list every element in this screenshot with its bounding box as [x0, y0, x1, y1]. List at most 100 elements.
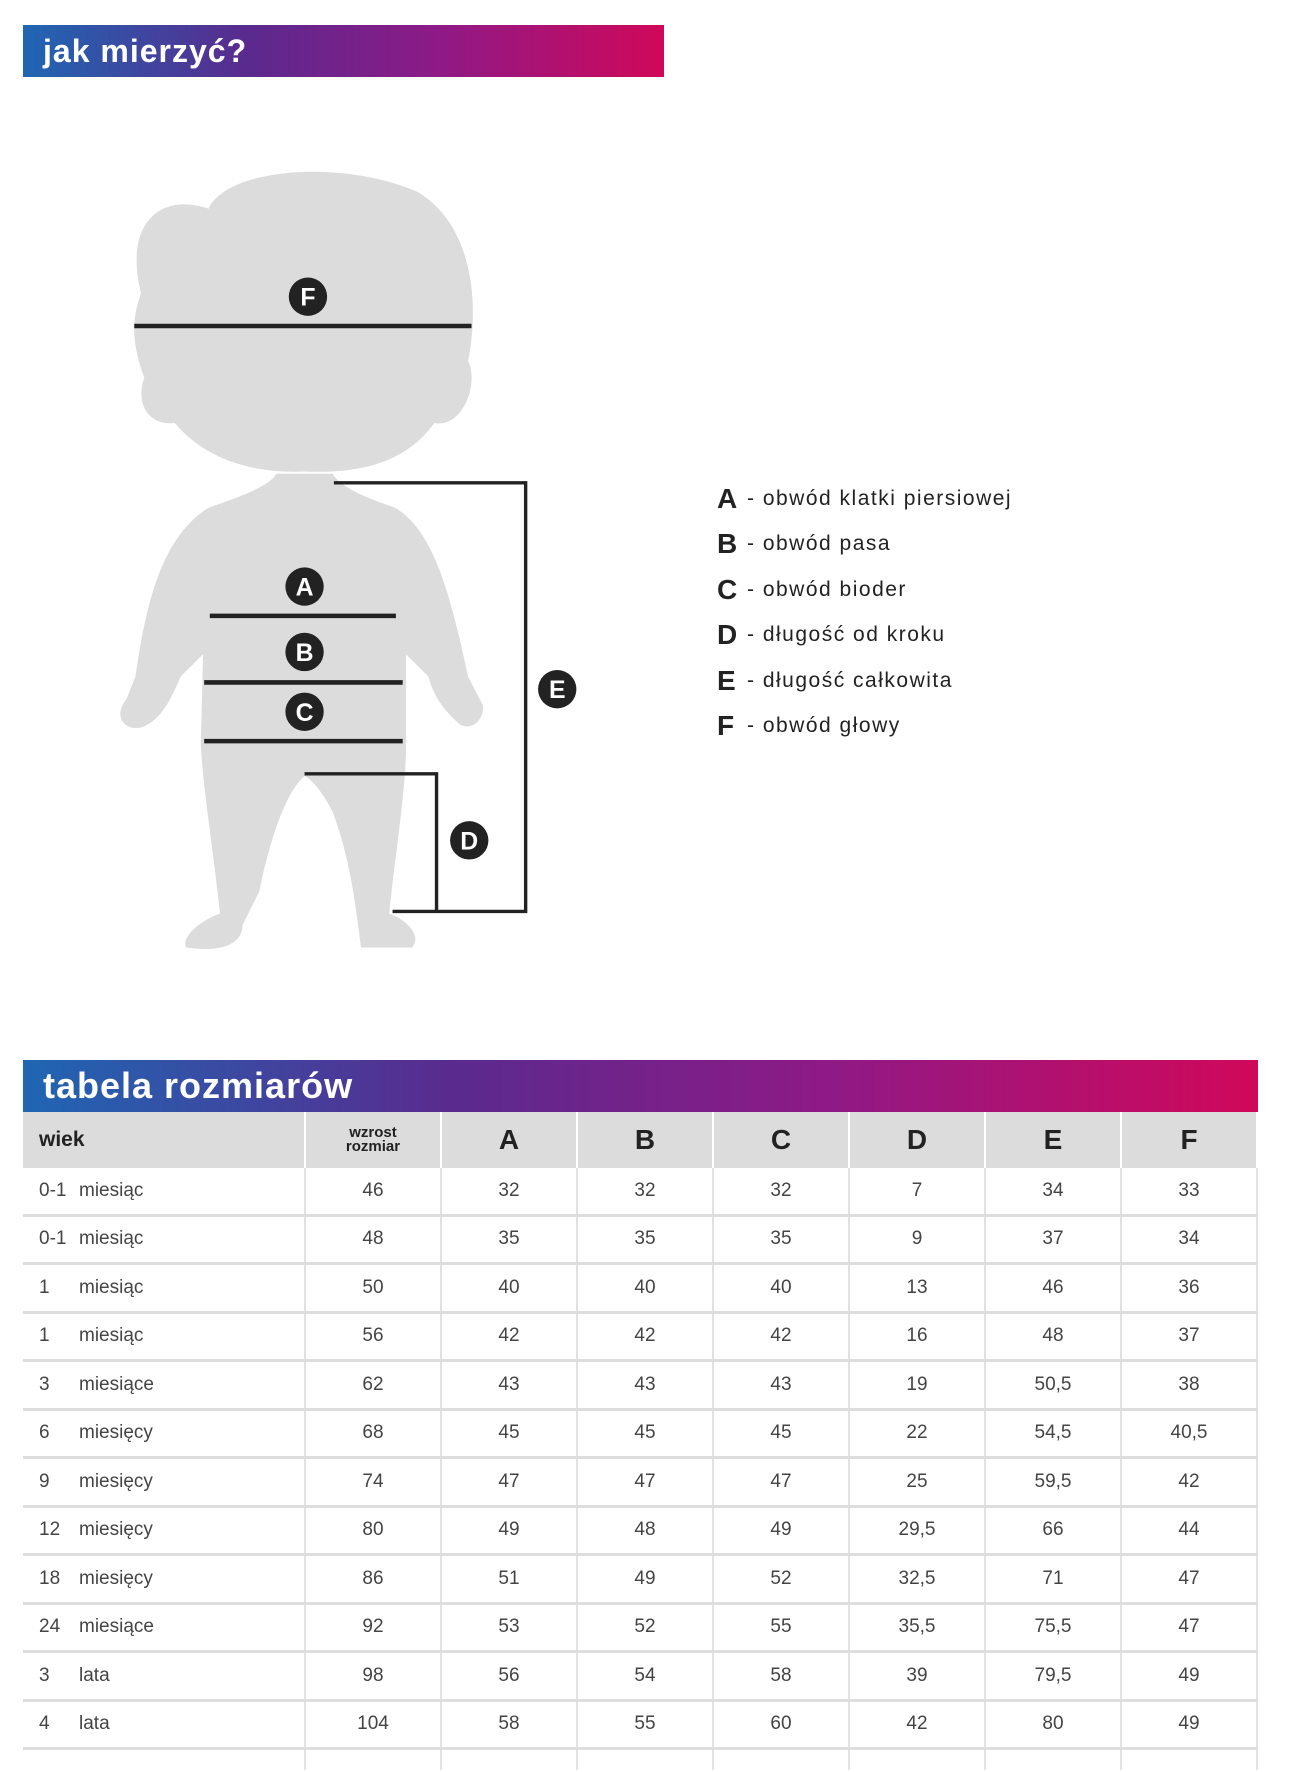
- measurement-cell: 59,5: [985, 1457, 1122, 1508]
- table-row: 0-1 miesiąc 48 35 35 35 9 37 34: [23, 1215, 1258, 1265]
- section-title-size-table: Tabela rozmiarów: [23, 1060, 1258, 1112]
- age-cell: 0-1 miesiąc: [23, 1168, 306, 1217]
- measurement-cell: 49: [441, 1506, 578, 1556]
- header-f: F: [1121, 1112, 1258, 1168]
- measurement-cell: 35: [577, 1215, 714, 1265]
- measurement-cell: 32: [577, 1168, 714, 1217]
- measurement-cell: 36: [1121, 1263, 1258, 1314]
- measurement-cell: 80: [985, 1700, 1122, 1750]
- measurement-cell: 35: [441, 1215, 578, 1265]
- legend-key: C: [717, 573, 739, 605]
- measurement-legend: A - obwód klatki piersiowej B - obwód pasa…: [717, 476, 1012, 749]
- measurement-cell: 42: [441, 1312, 578, 1362]
- size-cell: 80: [305, 1506, 442, 1556]
- header-a: A: [441, 1112, 578, 1168]
- measurement-cell: 60: [713, 1700, 850, 1750]
- measurement-cell: 34: [985, 1168, 1122, 1217]
- age-cell: 1 miesiąc: [23, 1263, 306, 1314]
- measurement-cell: 40: [441, 1263, 578, 1314]
- marker-e-label: E: [549, 677, 566, 704]
- table-row: 0-1 miesiąc 46 32 32 32 7 34 33: [23, 1168, 1258, 1217]
- empty-cell: [985, 1748, 1122, 1770]
- legend-key: A: [717, 482, 739, 514]
- measurement-cell: 9: [849, 1215, 986, 1265]
- measurement-cell: 32: [713, 1168, 850, 1217]
- measurement-cell: 32,5: [849, 1554, 986, 1605]
- measurement-cell: 47: [577, 1457, 714, 1508]
- measurement-cell: 16: [849, 1312, 986, 1362]
- age-cell: 24 miesiące: [23, 1603, 306, 1653]
- measurement-cell: 58: [441, 1700, 578, 1750]
- age-cell: 3 miesiące: [23, 1360, 306, 1411]
- measurement-cell: 47: [1121, 1603, 1258, 1653]
- legend-key: F: [717, 710, 736, 742]
- age-cell: 6 miesięcy: [23, 1409, 306, 1459]
- age-unit: miesiąc: [79, 1179, 144, 1201]
- measurement-cell: 40,5: [1121, 1409, 1258, 1459]
- table-row: 4 lata 104 58 55 60 42 80 49: [23, 1700, 1258, 1750]
- measurement-cell: 45: [577, 1409, 714, 1459]
- size-table: wiek wzrost rozmiar A B C D E F 0-1 miesią…: [23, 1112, 1258, 1770]
- legend-item: A - obwód klatki piersiowej: [717, 476, 1012, 522]
- measurement-cell: 71: [985, 1554, 1122, 1605]
- age-number: 3: [39, 1664, 50, 1686]
- marker-f: [288, 277, 328, 316]
- inseam-bracket: [304, 772, 439, 912]
- header-age: wiek: [23, 1112, 306, 1168]
- header-d: D: [849, 1112, 986, 1168]
- measurement-cell: 40: [577, 1263, 714, 1314]
- age-number: 24: [39, 1616, 61, 1638]
- age-cell: 0-1 miesiąc: [23, 1215, 306, 1265]
- age-unit: miesiące: [79, 1616, 154, 1638]
- age-unit: lata: [79, 1664, 110, 1686]
- measurement-cell: 66: [985, 1506, 1122, 1556]
- measurement-cell: 52: [577, 1603, 714, 1653]
- measurement-cell: 51: [441, 1554, 578, 1605]
- legend-item: C - obwód bioder: [717, 567, 1012, 613]
- table-row: 12 miesięcy 80 49 48 49 29,5 66 44: [23, 1506, 1258, 1556]
- measurement-cell: 54: [577, 1651, 714, 1702]
- marker-a-label: A: [296, 575, 314, 602]
- table-row: 24 miesiące 92 53 52 55 35,5 75,5 47: [23, 1603, 1258, 1653]
- legend-label: - obwód bioder: [747, 577, 907, 601]
- measurement-cell: 49: [1121, 1651, 1258, 1702]
- measurement-cell: 42: [1121, 1457, 1258, 1508]
- empty-cell: [577, 1748, 714, 1770]
- size-cell: 46: [305, 1168, 442, 1217]
- age-cell: 1 miesiąc: [23, 1312, 306, 1362]
- measurement-cell: 40: [713, 1263, 850, 1314]
- age-number: 0-1: [39, 1179, 67, 1201]
- measurement-cell: 32: [441, 1168, 578, 1217]
- size-cell: 104: [305, 1700, 442, 1750]
- table-row: 1 miesiąc 56 42 42 42 16 48 37: [23, 1312, 1258, 1362]
- measurement-cell: 33: [1121, 1168, 1258, 1217]
- measurement-cell: 22: [849, 1409, 986, 1459]
- measurement-cell: 35,5: [849, 1603, 986, 1653]
- legend-label: - obwód klatki piersiowej: [747, 486, 1013, 510]
- legend-label: - długość całkowita: [747, 668, 953, 692]
- age-number: 18: [39, 1567, 61, 1589]
- marker-e: [538, 670, 577, 709]
- age-unit: miesięcy: [79, 1519, 153, 1541]
- marker-c: [285, 692, 324, 731]
- section-title-how-to-measure: Jak mierzyć?: [23, 25, 664, 77]
- legend-key: B: [717, 528, 739, 560]
- header-height: wzrost: [349, 1124, 397, 1141]
- measurement-cell: 38: [1121, 1360, 1258, 1411]
- size-cell: 62: [305, 1360, 442, 1411]
- empty-cell: [1121, 1748, 1258, 1770]
- age-cell: 3 lata: [23, 1651, 306, 1702]
- age-cell: 4 lata: [23, 1700, 306, 1750]
- measurement-cell: 43: [577, 1360, 714, 1411]
- empty-cell: [441, 1748, 578, 1770]
- measurement-cell: 45: [441, 1409, 578, 1459]
- measurement-cell: 75,5: [985, 1603, 1122, 1653]
- marker-d-label: D: [460, 828, 478, 855]
- measurement-cell: 19: [849, 1360, 986, 1411]
- age-number: 4: [39, 1713, 50, 1735]
- measurement-cell: 39: [849, 1651, 986, 1702]
- age-number: 9: [39, 1470, 50, 1492]
- age-number: 1: [39, 1276, 50, 1298]
- measurement-cell: 37: [985, 1215, 1122, 1265]
- table-row: 3 lata 98 56 54 58 39 79,5 49: [23, 1651, 1258, 1702]
